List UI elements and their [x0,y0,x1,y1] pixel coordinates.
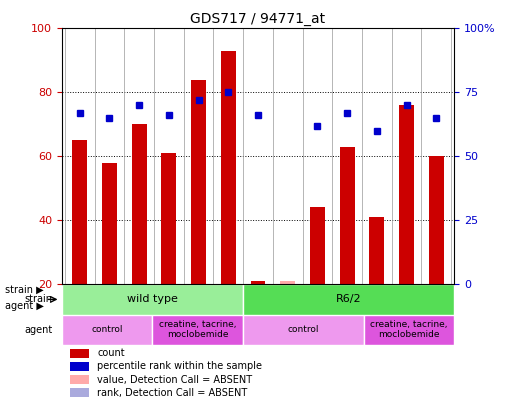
Bar [392,28,422,284]
Text: control: control [91,325,123,334]
Text: creatine, tacrine,
moclobemide: creatine, tacrine, moclobemide [370,320,447,339]
Text: rank, Detection Call = ABSENT: rank, Detection Call = ABSENT [97,388,248,398]
Bar [302,28,332,284]
Bar [65,28,94,284]
Bar [184,28,214,284]
Bar [369,217,384,284]
Text: control: control [287,325,319,334]
FancyBboxPatch shape [62,284,243,315]
Bar [191,79,206,284]
Bar [310,207,325,284]
Bar [273,28,302,284]
Bar [214,28,243,284]
Bar [162,153,176,284]
Bar [429,156,444,284]
FancyBboxPatch shape [62,315,152,345]
Bar [399,105,414,284]
Bar [422,28,451,284]
Bar [102,163,117,284]
Bar [280,281,295,284]
Bar [154,28,184,284]
FancyBboxPatch shape [152,315,243,345]
Text: count: count [97,348,125,358]
Bar [94,28,124,284]
Bar [70,388,89,397]
Bar [70,375,89,384]
Bar [221,51,236,284]
Bar [362,28,392,284]
Bar [251,281,265,284]
Bar [70,362,89,371]
Text: creatine, tacrine,
moclobemide: creatine, tacrine, moclobemide [159,320,236,339]
FancyBboxPatch shape [243,315,364,345]
FancyBboxPatch shape [364,315,454,345]
Title: GDS717 / 94771_at: GDS717 / 94771_at [190,12,326,26]
Text: percentile rank within the sample: percentile rank within the sample [97,361,262,371]
Bar [70,349,89,358]
Text: strain: strain [25,294,53,305]
Bar [332,28,362,284]
Text: wild type: wild type [127,294,178,305]
Text: strain ▶: strain ▶ [5,285,44,294]
Bar [340,147,354,284]
FancyBboxPatch shape [243,284,454,315]
Text: agent: agent [25,325,53,335]
Bar [124,28,154,284]
Text: agent ▶: agent ▶ [5,301,44,311]
Bar [72,140,87,284]
Text: R6/2: R6/2 [336,294,361,305]
Bar [132,124,147,284]
Bar [243,28,273,284]
Text: value, Detection Call = ABSENT: value, Detection Call = ABSENT [97,375,252,385]
